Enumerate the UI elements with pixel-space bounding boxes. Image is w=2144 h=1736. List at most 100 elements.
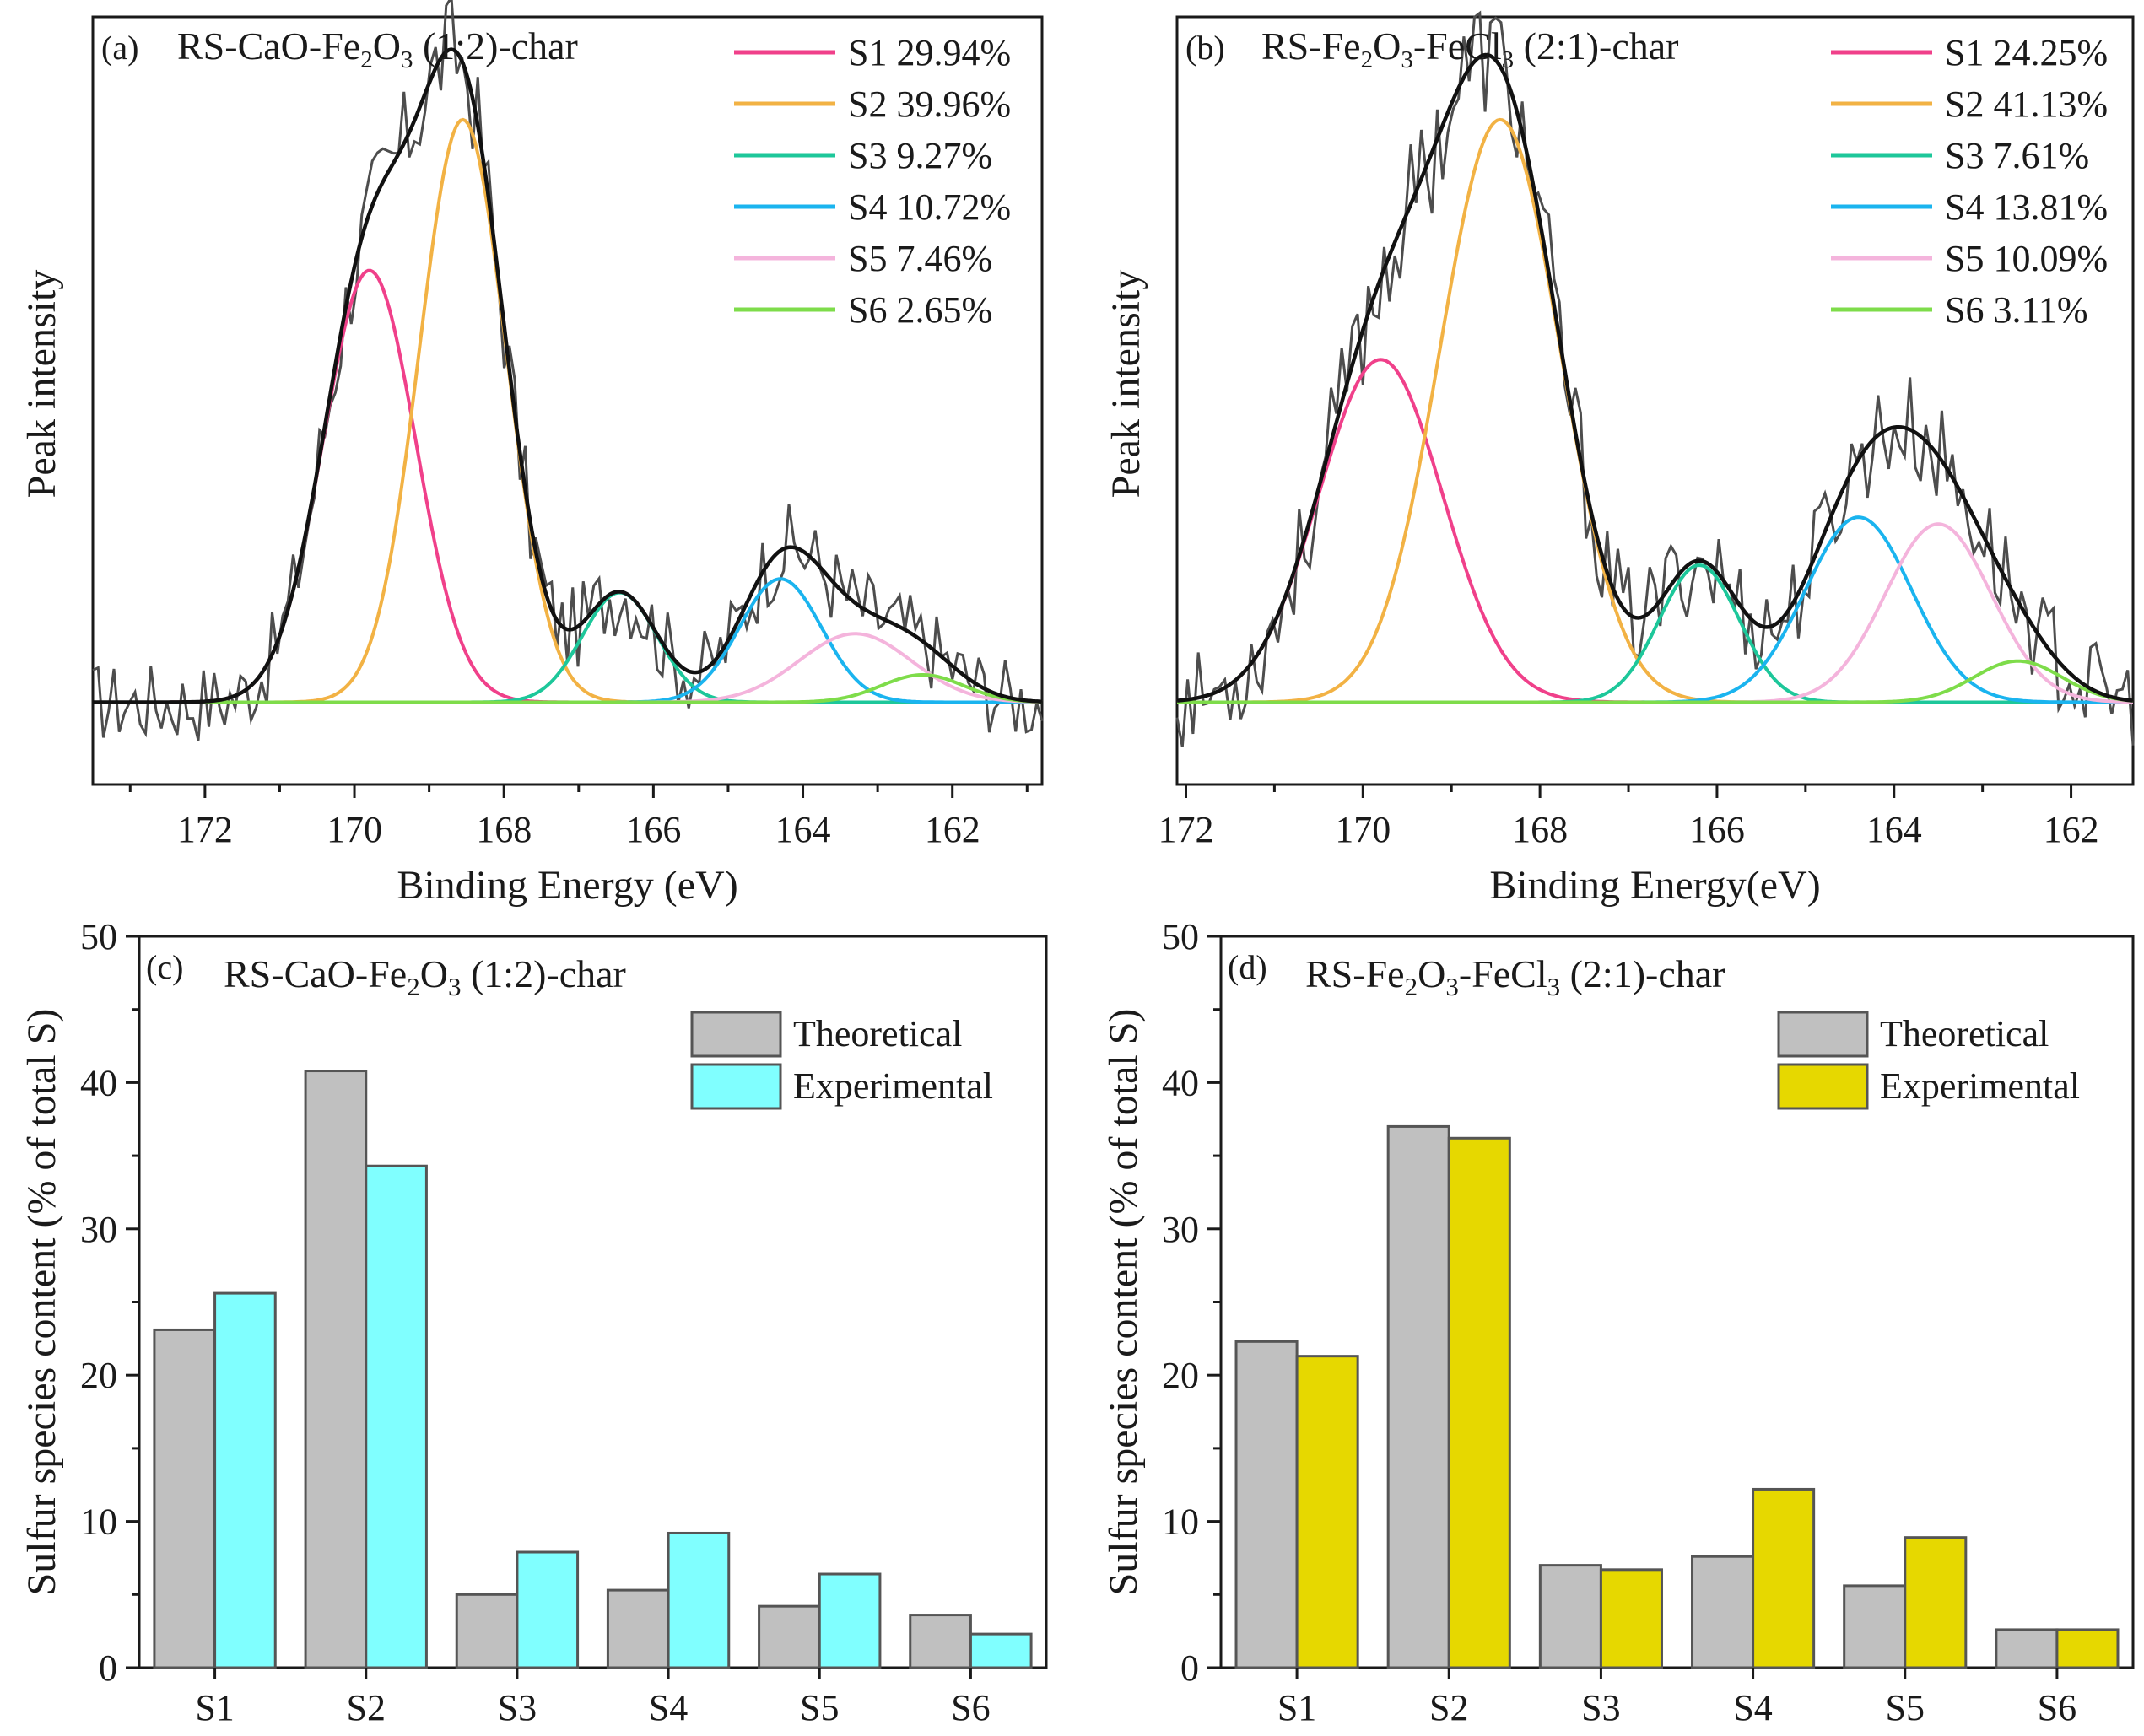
bar-experimental-S6: [969, 1632, 1033, 1669]
title-part: 2: [1405, 972, 1418, 1001]
legend-label-S6: S6 2.65%: [848, 289, 992, 331]
x-tick-label: 172: [177, 809, 233, 850]
x-axis-label: Binding Energy (eV): [397, 863, 737, 908]
x-tick-label-S2: S2: [347, 1687, 386, 1728]
bar-experimental-S6: [2055, 1628, 2120, 1669]
x-tick-label: 164: [1866, 809, 1922, 850]
legend-label-theoretical: Theoretical: [1880, 1013, 2049, 1054]
bar-theoretical-S3: [455, 1593, 519, 1669]
bar-experimental-S1: [213, 1291, 277, 1669]
bar-theoretical-S2: [1386, 1124, 1450, 1669]
x-axis-label: Binding Energy(eV): [1489, 863, 1820, 908]
y-tick-label: 20: [80, 1355, 117, 1396]
bar-theoretical-S5: [758, 1604, 821, 1669]
bar-experimental-S3: [516, 1550, 580, 1669]
x-tick-label-S4: S4: [1733, 1687, 1772, 1728]
legend-label-S1: S1 29.94%: [848, 32, 1011, 73]
x-tick-label: 170: [327, 809, 382, 850]
y-axis-label: Peak intensity: [19, 270, 64, 499]
x-tick-label-S6: S6: [2038, 1687, 2076, 1728]
y-tick-label: 30: [1162, 1209, 1199, 1250]
bar-experimental-S5: [1904, 1536, 1968, 1669]
plot-frame: [91, 15, 1044, 786]
bar-theoretical-S1: [153, 1328, 217, 1669]
bar-experimental-S4: [667, 1531, 731, 1669]
x-tick-label: 168: [1512, 809, 1568, 850]
bar-experimental-S5: [818, 1572, 882, 1669]
title-part: O: [373, 24, 401, 67]
y-tick-label: 20: [1162, 1355, 1199, 1396]
panel-title: RS-CaO-Fe2O3 (1:2)-char: [224, 952, 626, 1001]
legend-label-S4: S4 10.72%: [848, 186, 1011, 228]
bar-panel-c: 0 10 20 30 40 50 Sulfur species content (% of …: [19, 916, 1048, 1728]
y-tick-label: 10: [1162, 1501, 1199, 1543]
x-tick-label: 166: [625, 809, 681, 850]
envelope-fit-line: [1176, 52, 2134, 703]
title-part: (1:2)-char: [413, 24, 577, 67]
legend-swatch-experimental: [690, 1063, 782, 1110]
x-tick-label: 164: [775, 809, 831, 850]
x-tick-label-S2: S2: [1429, 1687, 1468, 1728]
panel-title: RS-Fe2O3-FeCl3 (2:1)-char: [1305, 952, 1725, 1001]
legend-label-theoretical: Theoretical: [793, 1013, 962, 1054]
title-part: O: [1418, 952, 1445, 995]
panel-title: RS-Fe2O3-FeCl3 (2:1)-char: [1261, 24, 1679, 73]
peak-S1: [1176, 358, 2133, 704]
bar-theoretical-S6: [909, 1614, 972, 1669]
title-part: 2: [1361, 46, 1374, 73]
bar-theoretical-S3: [1538, 1564, 1602, 1669]
y-tick-label: 40: [80, 1062, 117, 1103]
y-axis-label: Sulfur species content (% of total S): [1101, 1009, 1146, 1596]
title-part: -FeCl: [1413, 24, 1502, 67]
y-tick-label: 50: [1162, 916, 1199, 957]
peak-S6: [93, 673, 1043, 704]
bar-experimental-S2: [365, 1164, 428, 1669]
legend-label-S2: S2 41.13%: [1945, 84, 2108, 125]
plot-frame: [1175, 15, 2135, 786]
x-tick-label: 172: [1158, 809, 1213, 850]
title-part: RS-CaO-Fe: [177, 24, 360, 67]
bar-theoretical-S2: [304, 1070, 368, 1669]
title-part: RS-CaO-Fe: [224, 952, 407, 995]
legend-swatch-theoretical: [690, 1011, 782, 1058]
title-part: -FeCl: [1459, 952, 1547, 995]
legend-label-experimental: Experimental: [793, 1065, 993, 1107]
title-part: (2:1)-char: [1560, 952, 1725, 995]
title-part: (2:1)-char: [1514, 24, 1678, 67]
title-part: (1:2)-char: [461, 952, 625, 995]
panel-label: (c): [146, 948, 183, 986]
title-part: 3: [1401, 46, 1413, 73]
xps-panel-b: 172 170 168 166 164 162 Binding Energy(eV) Peak…: [1104, 10, 2135, 908]
panel-label: (a): [101, 29, 138, 67]
legend-label-S4: S4 13.81%: [1945, 186, 2108, 228]
x-tick-label-S5: S5: [800, 1687, 839, 1728]
x-tick-label-S3: S3: [498, 1687, 537, 1728]
title-part: 3: [401, 46, 413, 73]
title-part: 3: [1547, 972, 1561, 1001]
legend-label-S3: S3 9.27%: [848, 135, 992, 176]
bar-experimental-S1: [1295, 1355, 1359, 1669]
legend-label-S2: S2 39.96%: [848, 84, 1011, 125]
bar-theoretical-S1: [1234, 1340, 1299, 1669]
peak-S6: [1177, 659, 2134, 704]
legend-label-S3: S3 7.61%: [1945, 135, 2089, 176]
y-tick-label: 50: [80, 916, 117, 957]
bar-theoretical-S5: [1843, 1584, 1907, 1669]
envelope-fit-line: [93, 47, 1043, 704]
bar-theoretical-S6: [1995, 1628, 2059, 1669]
y-tick-label: 0: [1180, 1647, 1199, 1689]
title-part: 2: [360, 46, 373, 73]
bar-experimental-S4: [1752, 1487, 1816, 1669]
legend-label-experimental: Experimental: [1880, 1065, 2080, 1107]
title-part: 3: [448, 972, 462, 1001]
y-tick-label: 0: [99, 1647, 117, 1689]
x-tick-label-S4: S4: [649, 1687, 688, 1728]
title-part: RS-Fe: [1261, 24, 1361, 67]
panel-title: RS-CaO-Fe2O3 (1:2)-char: [177, 24, 578, 73]
bar-panel-d: 0 10 20 30 40 50 Sulfur species content (% of …: [1101, 916, 2135, 1728]
x-tick-label: 170: [1335, 809, 1391, 850]
panel-label: (b): [1185, 29, 1225, 67]
y-axis-label: Peak intensity: [1104, 270, 1148, 499]
title-part: 2: [407, 972, 420, 1001]
legend-label-S5: S5 10.09%: [1945, 238, 2108, 279]
